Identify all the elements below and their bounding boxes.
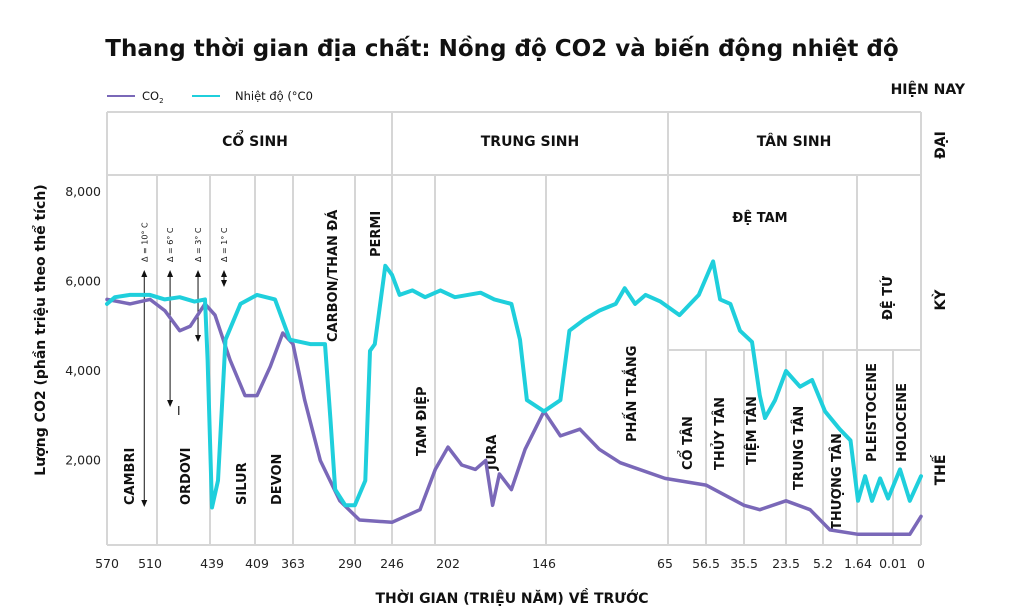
x-tick-label: 246 xyxy=(380,556,404,571)
legend-label-co2: CO2 xyxy=(142,89,164,105)
era-label-paleozoic: CỔ SINH xyxy=(222,130,288,150)
arrow-up-icon xyxy=(141,270,148,277)
x-tick-label: 510 xyxy=(138,556,162,571)
row-label-period: KỲ xyxy=(931,289,949,311)
period-quaternary: ĐỆ TỨ xyxy=(880,276,896,320)
row-label-epoch: THẾ xyxy=(930,454,949,485)
period-jurassic: JURA xyxy=(485,435,500,471)
epoch-oligocene: TIỆM TÂN xyxy=(744,396,760,465)
epoch-miocene: TRUNG TÂN xyxy=(791,406,807,490)
period-labels: CỔ SINH TRUNG SINH TÂN SINH ĐẠI KỲ THẾ C… xyxy=(123,130,949,530)
epoch-pleistocene: PLEISTOCENE xyxy=(865,363,880,462)
epoch-pliocene: THƯỢNG TÂN xyxy=(829,433,845,530)
arrow-down-icon xyxy=(195,335,202,342)
x-tick-label: 65 xyxy=(657,556,673,571)
grid xyxy=(106,111,922,546)
x-tick-label: 146 xyxy=(532,556,556,571)
y-tick-label: 2,000 xyxy=(65,453,101,468)
x-axis: 570 510 439 409 363 290 246 202 146 65 56.5 35.5 23.… xyxy=(95,556,925,571)
period-devonian: DEVON xyxy=(270,454,285,505)
period-tertiary: ĐỆ TAM xyxy=(732,210,787,226)
x-tick-label: 570 xyxy=(95,556,119,571)
y-tick-label: 4,000 xyxy=(65,363,101,378)
arrow-up-icon xyxy=(167,270,174,277)
y-axis-label: Lượng CO2 (phần triệu theo thể tích) xyxy=(32,184,49,475)
y-tick-label: 8,000 xyxy=(65,184,101,199)
era-label-cenozoic: TÂN SINH xyxy=(757,133,832,150)
epoch-holocene: HOLOCENE xyxy=(895,383,910,462)
arrow-down-icon xyxy=(141,500,148,507)
x-tick-label: 56.5 xyxy=(692,556,720,571)
stray-mark: I xyxy=(177,404,181,418)
series xyxy=(105,259,923,537)
x-tick-label: 0.01 xyxy=(879,556,907,571)
x-tick-label: 439 xyxy=(200,556,224,571)
x-tick-label: 202 xyxy=(436,556,460,571)
co2-line xyxy=(105,297,923,537)
arrow-up-icon xyxy=(221,270,227,277)
x-tick-label: 290 xyxy=(338,556,362,571)
row-label-era: ĐẠI xyxy=(933,131,949,159)
legend-label-temperature: Nhiệt độ (°C0 xyxy=(235,89,313,103)
delta-label: Δ = 10° C xyxy=(140,222,149,262)
temperature-line xyxy=(105,259,923,510)
period-permian: PERMI xyxy=(369,211,384,257)
period-carboniferous: CARBON/THAN ĐÁ xyxy=(325,210,341,342)
arrow-down-icon xyxy=(167,400,174,407)
x-tick-label: 35.5 xyxy=(730,556,758,571)
present-label: HIỆN NAY xyxy=(891,80,966,98)
legend: CO2 Nhiệt độ (°C0 xyxy=(107,89,313,105)
x-tick-label: 0 xyxy=(917,556,925,571)
arrow-down-icon xyxy=(221,280,227,287)
epoch-eocene: THỦY TÂN xyxy=(711,397,728,470)
x-tick-label: 5.2 xyxy=(813,556,833,571)
period-cretaceous: PHẤN TRẮNG xyxy=(622,346,640,442)
x-tick-label: 409 xyxy=(245,556,269,571)
epoch-paleocene: CỔ TÂN xyxy=(678,416,696,470)
temperature-delta-annotations: Δ = 10° C Δ = 6° C Δ = 3° C Δ = 1° C xyxy=(140,222,229,507)
x-tick-label: 363 xyxy=(281,556,305,571)
delta-label: Δ = 1° C xyxy=(220,227,229,262)
period-cambrian: CAMBRI xyxy=(123,448,138,505)
x-axis-label: THỜI GIAN (TRIỆU NĂM) VỀ TRƯỚC xyxy=(375,588,648,607)
x-tick-label: 1.64 xyxy=(844,556,872,571)
era-label-mesozoic: TRUNG SINH xyxy=(481,134,580,150)
period-silurian: SILUR xyxy=(235,462,250,505)
delta-label: Δ = 3° C xyxy=(194,227,203,262)
x-tick-label: 23.5 xyxy=(772,556,800,571)
chart-title: Thang thời gian địa chất: Nồng độ CO2 và… xyxy=(105,35,898,62)
period-ordovician: ORDOVI xyxy=(179,448,194,505)
y-axis: 8,000 6,000 4,000 2,000 xyxy=(65,184,101,468)
arrow-up-icon xyxy=(195,270,202,277)
period-triassic: TAM ĐIỆP xyxy=(414,386,430,456)
y-tick-label: 6,000 xyxy=(65,274,101,289)
delta-label: Δ = 6° C xyxy=(166,227,175,262)
